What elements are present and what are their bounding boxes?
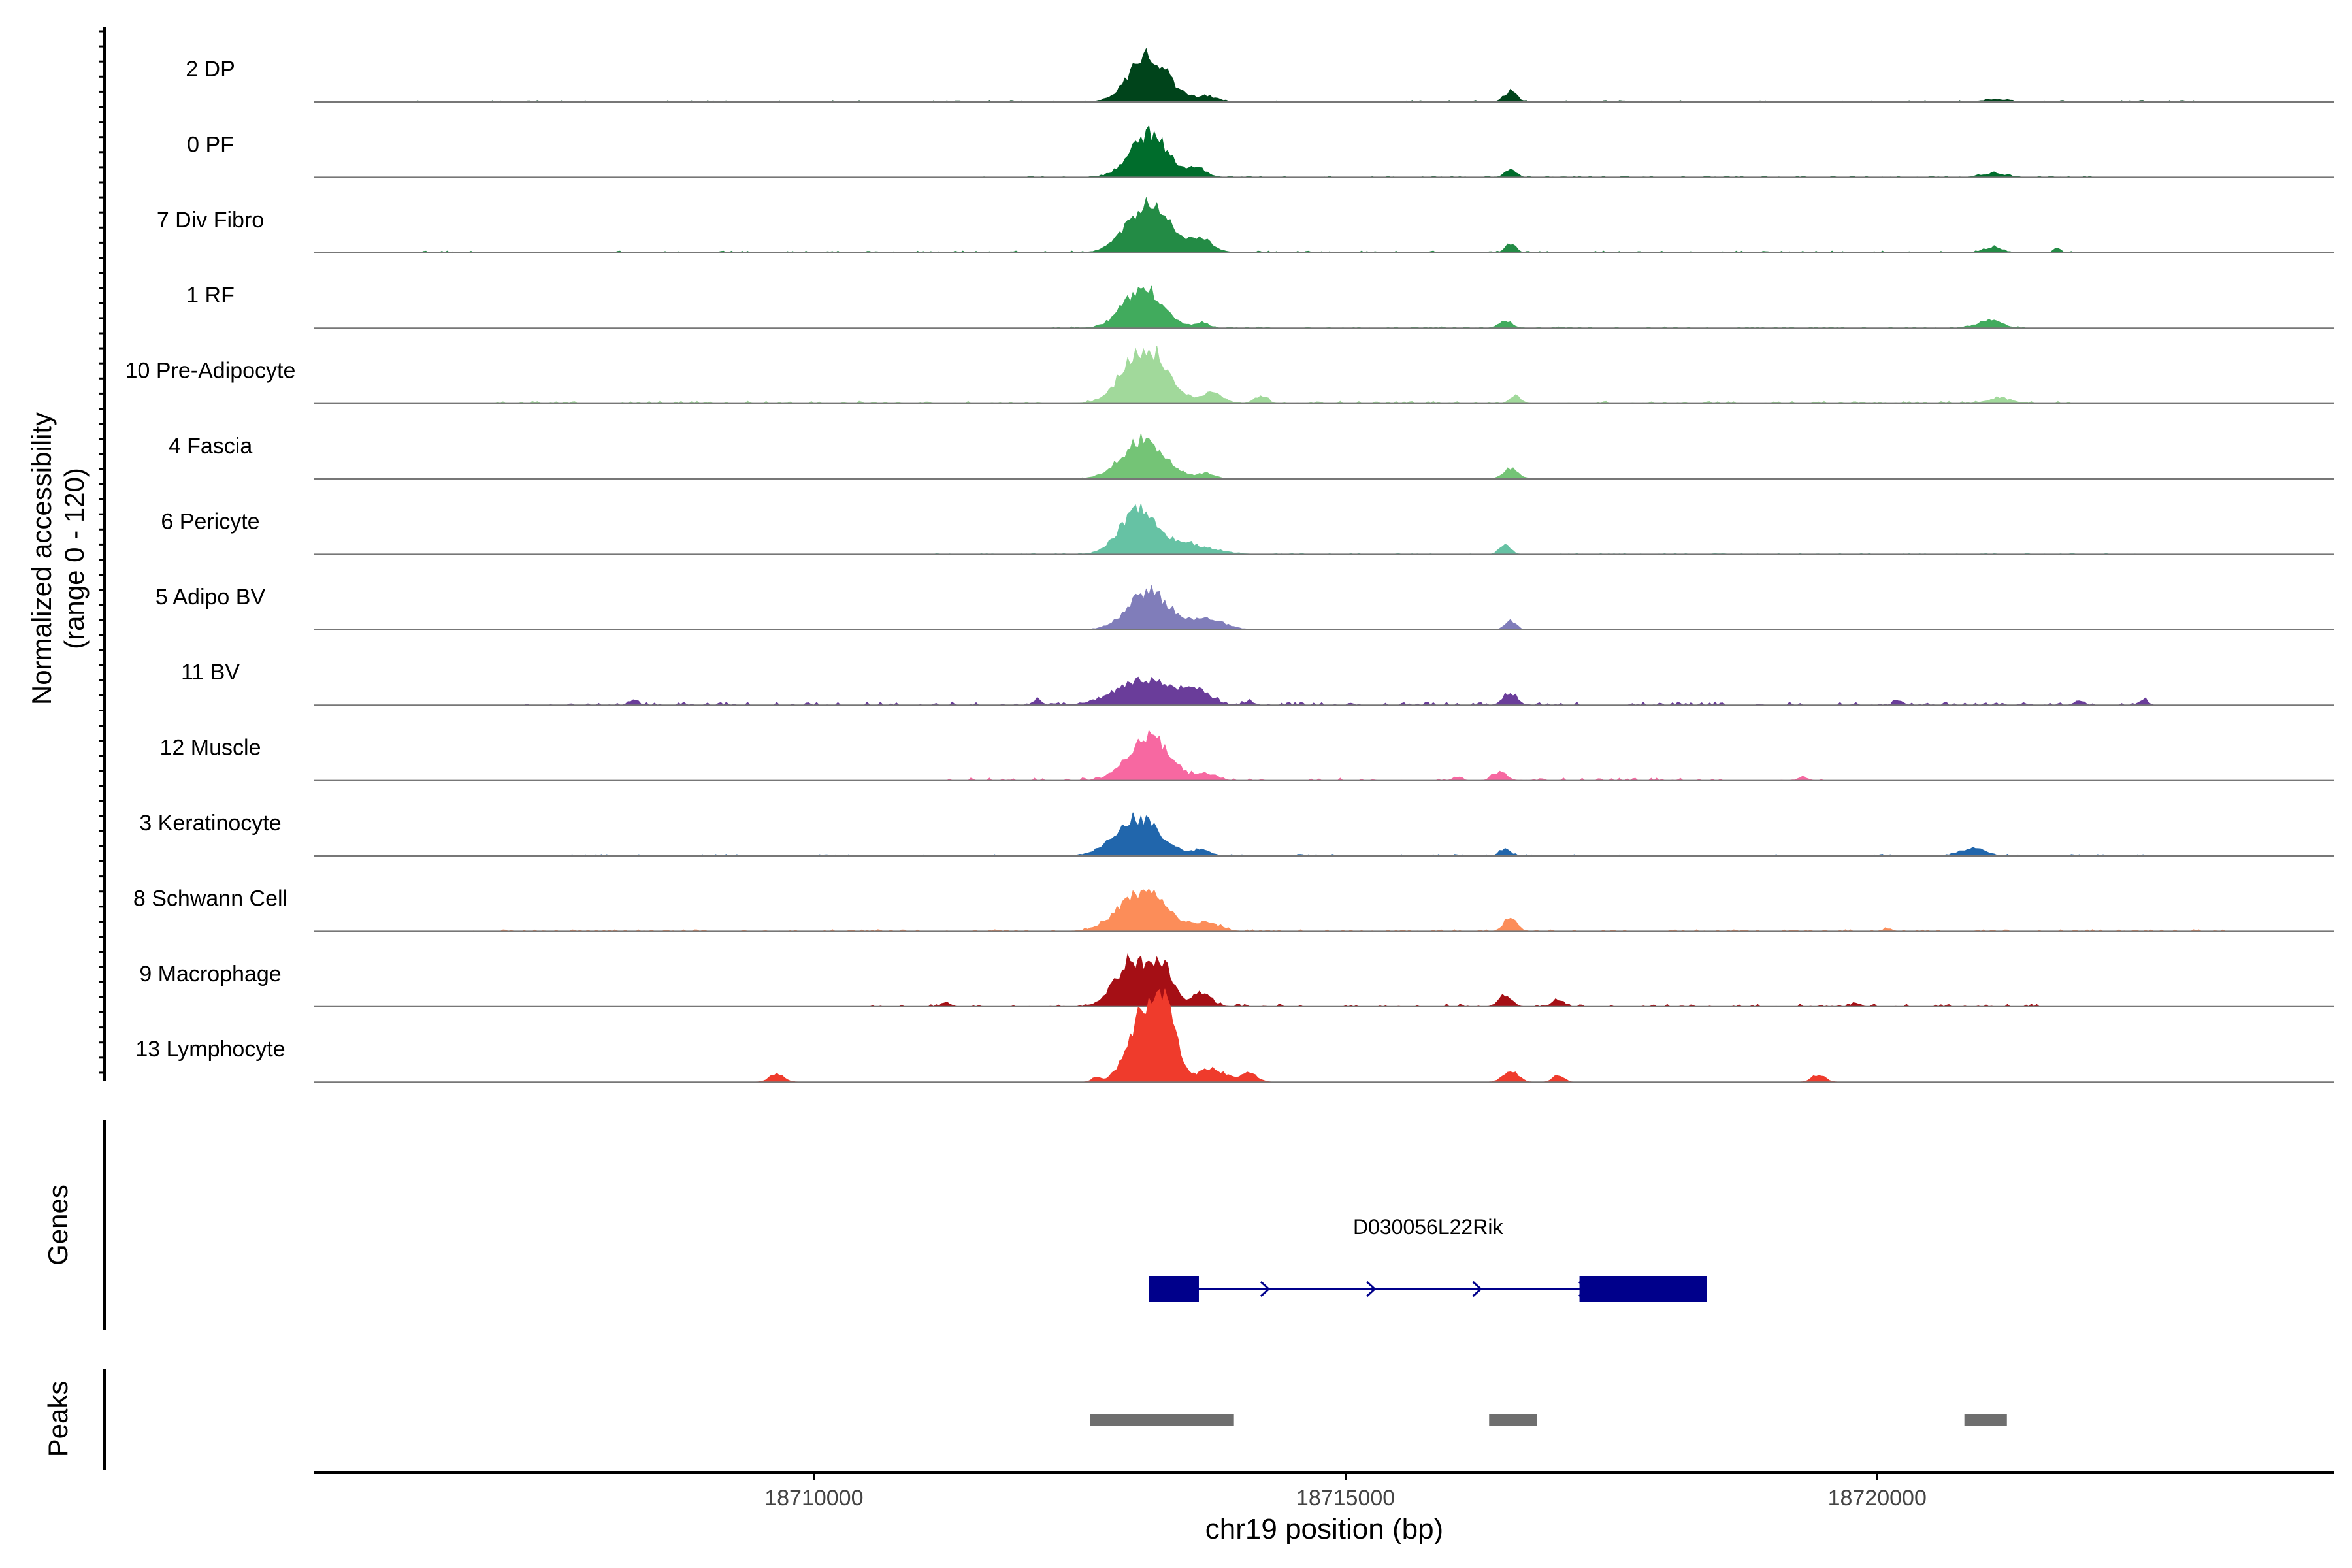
track-label: 10 Pre-Adipocyte bbox=[125, 359, 296, 384]
track-label: 1 RF bbox=[186, 283, 235, 308]
gene-exon bbox=[1579, 1276, 1707, 1302]
coverage-area bbox=[314, 889, 2334, 932]
coverage-area bbox=[314, 125, 2334, 178]
strand-arrow bbox=[1260, 1281, 1271, 1298]
track-9-macrophage: 9 Macrophage bbox=[139, 953, 2334, 1007]
gene-track: D030056L22Rik bbox=[1149, 1215, 1707, 1302]
track-label: 4 Fascia bbox=[169, 434, 253, 459]
x-tick-label: 18710000 bbox=[764, 1486, 863, 1511]
track-label: 8 Schwann Cell bbox=[133, 886, 287, 911]
coverage-area bbox=[314, 953, 2334, 1007]
track-5-adipo-bv: 5 Adipo BV bbox=[155, 585, 2334, 630]
strand-arrow bbox=[1578, 1281, 1589, 1298]
track-1-rf: 1 RF bbox=[186, 283, 2334, 329]
coverage-area bbox=[314, 676, 2334, 706]
coverage-area bbox=[314, 988, 2334, 1083]
track-label: 3 Keratinocyte bbox=[139, 811, 281, 836]
strand-arrow bbox=[1366, 1281, 1377, 1298]
peak-track bbox=[1090, 1414, 2007, 1426]
coverage-area bbox=[314, 585, 2334, 630]
track-10-pre-adipocyte: 10 Pre-Adipocyte bbox=[125, 346, 2334, 404]
x-axis-label: chr19 position (bp) bbox=[1205, 1513, 1443, 1545]
track-13-lymphocyte: 13 Lymphocyte bbox=[135, 988, 2334, 1083]
coverage-area bbox=[314, 346, 2334, 404]
peaks-panel-label: Peaks bbox=[42, 1381, 73, 1458]
y-axis-minor-ticks bbox=[99, 30, 105, 1074]
peak-bar bbox=[1090, 1414, 1234, 1426]
gene-exon bbox=[1149, 1276, 1199, 1302]
track-2-dp: 2 DP bbox=[186, 48, 2334, 103]
track-label: 5 Adipo BV bbox=[155, 585, 266, 610]
track-12-muscle: 12 Muscle bbox=[160, 730, 2334, 781]
coverage-tracks: 2 DP 0 PF 7 Div Fibro 1 RF 10 Pre-Adipocyte 4… bbox=[125, 48, 2334, 1083]
track-label: 0 PF bbox=[187, 132, 234, 157]
x-axis-ticks: 18710000 18715000 18720000 bbox=[764, 1473, 1927, 1511]
track-11-bv: 11 BV bbox=[181, 660, 2334, 706]
strand-arrow bbox=[1472, 1281, 1482, 1298]
coverage-area bbox=[314, 285, 2334, 329]
x-tick-label: 18715000 bbox=[1296, 1486, 1395, 1511]
track-label: 6 Pericyte bbox=[161, 509, 259, 534]
coverage-area bbox=[314, 730, 2334, 781]
track-3-keratinocyte: 3 Keratinocyte bbox=[139, 811, 2334, 857]
x-tick-label: 18720000 bbox=[1828, 1486, 1927, 1511]
track-label: 11 BV bbox=[181, 660, 240, 685]
track-label: 13 Lymphocyte bbox=[135, 1037, 285, 1062]
track-4-fascia: 4 Fascia bbox=[169, 433, 2334, 480]
track-6-pericyte: 6 Pericyte bbox=[161, 503, 2334, 555]
track-label: 7 Div Fibro bbox=[157, 208, 264, 233]
track-0-pf: 0 PF bbox=[187, 125, 2334, 178]
gene-name-label: D030056L22Rik bbox=[1353, 1215, 1504, 1239]
track-7-div-fibro: 7 Div Fibro bbox=[157, 196, 2334, 253]
track-label: 2 DP bbox=[186, 57, 235, 82]
track-label: 9 Macrophage bbox=[139, 962, 281, 987]
coverage-area bbox=[314, 196, 2334, 253]
coverage-area bbox=[314, 48, 2334, 103]
y-axis-label: Normalized accessibility bbox=[26, 412, 57, 705]
coverage-area bbox=[314, 503, 2334, 555]
track-8-schwann-cell: 8 Schwann Cell bbox=[133, 886, 2334, 932]
strand-arrow bbox=[1154, 1281, 1164, 1298]
y-axis-label-range: (range 0 - 120) bbox=[59, 468, 90, 649]
genes-panel-label: Genes bbox=[42, 1184, 73, 1266]
coverage-area bbox=[314, 433, 2334, 480]
peak-bar bbox=[1489, 1414, 1537, 1426]
peak-bar bbox=[1964, 1414, 2007, 1426]
strand-arrow bbox=[1684, 1281, 1695, 1298]
track-label: 12 Muscle bbox=[160, 736, 261, 760]
coverage-area bbox=[314, 812, 2334, 857]
